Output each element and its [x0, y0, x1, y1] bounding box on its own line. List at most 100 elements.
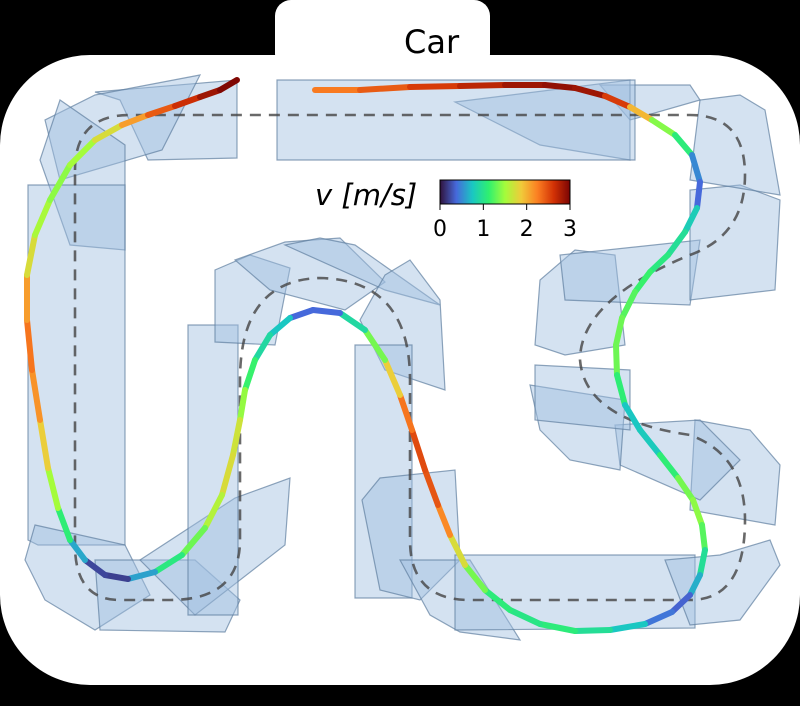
trajectory-segment [607, 621, 648, 633]
trajectory-segment [407, 83, 463, 90]
trajectory-segment [435, 502, 453, 538]
trajectory-segment [422, 467, 441, 508]
trajectory-segment [230, 417, 243, 458]
trajectory-segment [682, 205, 700, 235]
trajectory-segment [119, 112, 151, 128]
trajectory-segment [537, 621, 578, 634]
trajectory-segment [447, 532, 468, 568]
trajectory-segment [614, 372, 628, 408]
trajectory-segment [172, 94, 203, 109]
trajectory-segment [697, 547, 708, 578]
legend: Car [294, 23, 460, 61]
trajectory-segment [689, 152, 703, 185]
track-segment [664, 539, 781, 626]
trajectory-segment [627, 104, 655, 123]
trajectory-segment [572, 627, 613, 634]
trajectory-segment [637, 427, 663, 458]
track-segment [214, 254, 291, 346]
track-segment [283, 237, 441, 306]
trajectory-segment [32, 197, 53, 238]
trajectory-segment [642, 609, 675, 627]
track-halo [0, 0, 800, 685]
track-segment [534, 249, 626, 356]
trajectory-segment [242, 357, 258, 393]
trajectory-segment [145, 103, 178, 118]
trajectory-segment [699, 522, 708, 553]
trajectory-segment [507, 607, 543, 627]
trajectory-segment [310, 307, 343, 316]
trajectory-segment [252, 332, 273, 363]
trajectory-segment [24, 317, 35, 373]
trajectory-segment [24, 232, 38, 278]
colorbar-tick-label: 1 [476, 217, 490, 242]
trajectory-segment [237, 387, 248, 423]
track-segment [689, 94, 781, 196]
colorbar-label: v [m/s] [315, 178, 417, 212]
trajectory-segment [67, 137, 98, 168]
trajectory-segment [542, 82, 578, 91]
centerline [73, 113, 747, 602]
trajectory-segment [613, 315, 625, 348]
trajectory-segment [694, 179, 703, 211]
trajectory-segment [197, 87, 223, 100]
trajectory-segment [672, 132, 695, 158]
trajectory-segment [613, 342, 620, 378]
halo-main [0, 55, 800, 685]
track-segment [534, 364, 631, 431]
track-segment [139, 477, 291, 616]
track-segment [529, 384, 626, 471]
trajectory-segment [382, 357, 403, 398]
track-segment [276, 79, 636, 161]
trajectory-segment [632, 269, 653, 295]
colorbar-tick-label: 3 [563, 217, 577, 242]
trajectory-segment [619, 289, 638, 321]
halo-legend [275, 0, 490, 70]
colorbar-tick-label: 0 [433, 217, 447, 242]
trajectory-segment [287, 307, 316, 321]
track-segment [598, 84, 701, 121]
trajectory-segment [179, 525, 208, 558]
trajectory-segment [657, 452, 681, 481]
trajectory-segment [29, 367, 43, 423]
trajectory-segment [92, 122, 125, 143]
trajectory-segment [690, 497, 705, 528]
car-trajectory [24, 77, 708, 634]
track-segment [187, 324, 239, 616]
trajectory-segment [482, 587, 513, 613]
trajectory-segment [462, 562, 488, 593]
track-segments [24, 74, 781, 641]
trajectory-segment [267, 315, 293, 338]
trajectory-segment [622, 402, 643, 433]
legend-label: Car [404, 23, 460, 61]
trajectory-segment [649, 117, 678, 138]
colorbar-bar [439, 179, 571, 205]
trajectory-segment [572, 85, 608, 99]
trajectory-segment [67, 537, 88, 563]
trajectory-segment [45, 465, 61, 511]
trajectory-segment [102, 572, 131, 582]
trajectory-segment [47, 162, 73, 203]
trajectory-segment [362, 327, 388, 363]
trajectory-segment [82, 557, 108, 578]
trajectory-segment [55, 505, 73, 543]
colorbar: v [m/s] 0 1 2 3 [315, 178, 577, 242]
trajectory-segment [409, 427, 428, 473]
trajectory-segment [397, 392, 415, 433]
trajectory-segment [125, 569, 158, 582]
trajectory-segment [669, 592, 693, 615]
colorbar-tick-label: 2 [520, 217, 534, 242]
colorbar-ticks: 0 1 2 3 [433, 204, 577, 242]
track-segment [689, 184, 781, 301]
trajectory-segment [152, 552, 185, 575]
trajectory-segment [37, 417, 51, 471]
trajectory-segment [219, 452, 236, 498]
trajectory-segment [457, 82, 508, 89]
trajectory-segment [602, 93, 633, 110]
trajectory-segment [217, 77, 240, 93]
trajectory-segment [675, 475, 696, 503]
trajectory-segment [647, 252, 671, 275]
track-segment [233, 237, 386, 311]
track-segment [24, 524, 151, 631]
trajectory-segment [665, 229, 688, 258]
